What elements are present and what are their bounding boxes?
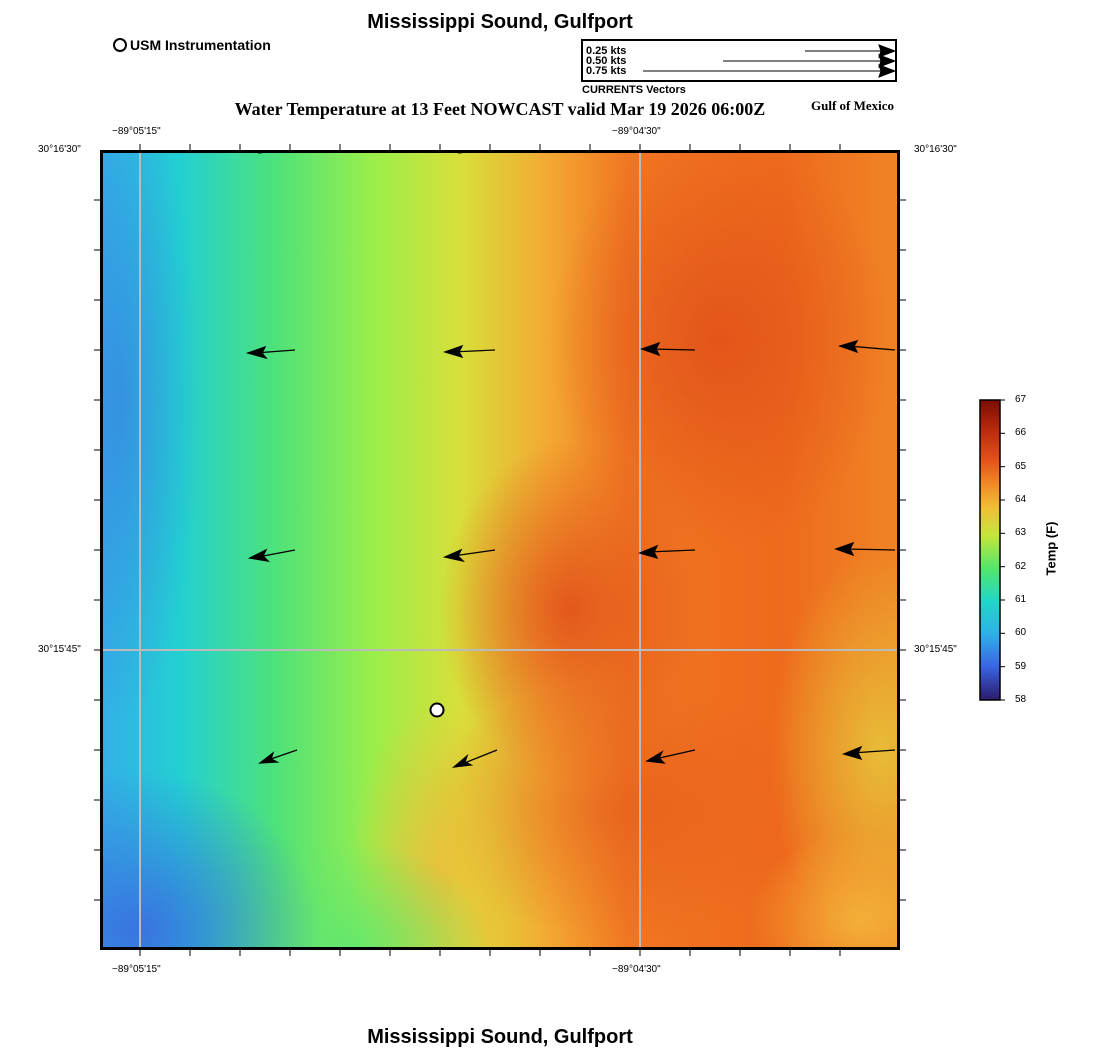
current-vector bbox=[647, 549, 696, 553]
current-vector-head bbox=[451, 754, 474, 768]
current-vector-head bbox=[640, 341, 661, 357]
current-vectors bbox=[245, 150, 896, 768]
current-vector-head bbox=[638, 544, 659, 560]
current-vector bbox=[257, 549, 296, 558]
current-vector-head bbox=[842, 745, 863, 761]
vector-scale-arrowhead-2 bbox=[878, 54, 895, 68]
frame-ticks bbox=[94, 144, 906, 956]
map-frame bbox=[100, 150, 900, 950]
temperature-field bbox=[100, 150, 900, 950]
current-vector bbox=[847, 345, 896, 351]
temperature-colorbar bbox=[979, 399, 1005, 701]
lat-tick-right-1: 30°16'30" bbox=[914, 144, 957, 155]
usm-instrumentation-legend: USM Instrumentation bbox=[113, 37, 271, 53]
usm-marker-icon bbox=[113, 38, 127, 52]
vector-scale-arrowhead-3 bbox=[878, 64, 895, 78]
colorbar-ramp bbox=[979, 399, 1001, 701]
colorbar-label-62: 62 bbox=[1015, 561, 1027, 572]
colorbar-label-61: 61 bbox=[1015, 594, 1027, 605]
map-subtitle: Water Temperature at 13 Feet NOWCAST val… bbox=[234, 99, 766, 119]
colorbar-label-63: 63 bbox=[1015, 527, 1027, 538]
colorbar-label-60: 60 bbox=[1015, 627, 1027, 638]
lon-tick-bottom-2: −89°04'30" bbox=[612, 964, 661, 975]
region-label: Gulf of Mexico bbox=[811, 98, 895, 113]
current-vector-head bbox=[245, 345, 268, 360]
current-vector bbox=[654, 749, 696, 760]
vector-scale-label-3: 0.75 kts bbox=[586, 65, 627, 77]
vector-scale-label-2: 0.50 kts bbox=[586, 55, 627, 67]
current-vector bbox=[452, 549, 496, 557]
current-vector bbox=[461, 749, 498, 765]
colorbar-label-64: 64 bbox=[1015, 494, 1027, 505]
graticule bbox=[100, 150, 900, 950]
lon-tick-top-2: −89°04'30" bbox=[612, 126, 661, 137]
colorbar-label-59: 59 bbox=[1015, 661, 1027, 672]
vector-scale-legend: 0.25 kts 0.50 kts 0.75 kts bbox=[581, 39, 897, 82]
lat-tick-left-2: 30°15'45" bbox=[38, 644, 81, 655]
colorbar-label-58: 58 bbox=[1015, 694, 1027, 705]
current-vector-head bbox=[442, 344, 464, 359]
lat-tick-right-2: 30°15'45" bbox=[914, 644, 957, 655]
temperature-map bbox=[100, 150, 900, 950]
vector-scale-arrowhead-1 bbox=[878, 44, 895, 58]
usm-legend-label: USM Instrumentation bbox=[130, 37, 271, 53]
vector-scale-arrows bbox=[643, 44, 895, 78]
lon-tick-bottom-1: −89°05'15" bbox=[112, 964, 161, 975]
current-vector bbox=[851, 749, 896, 754]
current-vector-head bbox=[837, 339, 859, 354]
current-vector-head bbox=[834, 541, 855, 557]
current-vector-head bbox=[257, 751, 280, 764]
current-vector-head bbox=[645, 750, 666, 764]
current-vector bbox=[649, 348, 696, 351]
current-vector bbox=[843, 548, 896, 551]
vector-scale-label-1: 0.25 kts bbox=[586, 45, 627, 57]
current-vector bbox=[267, 749, 298, 761]
footer-title: Mississippi Sound, Gulfport bbox=[367, 1026, 633, 1048]
map-title: Mississippi Sound, Gulfport bbox=[367, 11, 633, 33]
current-vector-head bbox=[442, 548, 466, 563]
colorbar-label-66: 66 bbox=[1015, 427, 1027, 438]
current-vector-head bbox=[247, 548, 270, 562]
usm-instrument-marker bbox=[429, 702, 445, 718]
colorbar-label-65: 65 bbox=[1015, 461, 1027, 472]
colorbar-title: Temp (F) bbox=[1043, 521, 1059, 576]
colorbar-label-67: 67 bbox=[1015, 394, 1027, 405]
lon-tick-top-1: −89°05'15" bbox=[112, 126, 161, 137]
vector-caption: CURRENTS Vectors bbox=[582, 84, 686, 96]
lat-tick-left-1: 30°16'30" bbox=[38, 144, 81, 155]
